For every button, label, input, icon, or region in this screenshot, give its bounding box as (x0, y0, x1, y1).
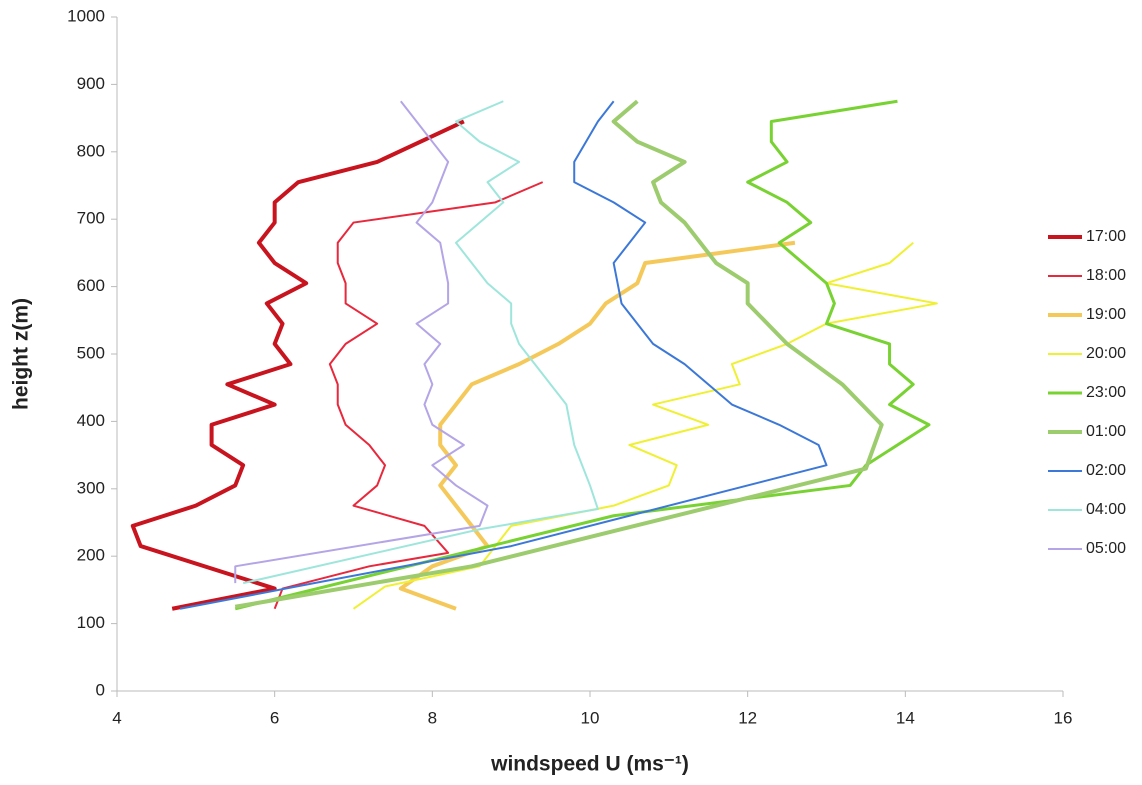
x-tick-label: 8 (428, 708, 437, 727)
y-tick-label: 800 (77, 141, 105, 160)
y-tick-label: 500 (77, 343, 105, 362)
series-line (130, 119, 465, 611)
x-tick-label: 16 (1054, 708, 1073, 727)
y-tick-label: 600 (77, 276, 105, 295)
y-tick-label: 300 (77, 478, 105, 497)
series-line (234, 99, 884, 609)
y-tick-label: 100 (77, 613, 105, 632)
y-axis-title: height z(m) (10, 298, 33, 410)
series-line (234, 100, 489, 584)
legend-label: 02:00 (1086, 462, 1126, 479)
series-line (234, 99, 931, 611)
legend-label: 04:00 (1086, 501, 1126, 518)
legend-label: 05:00 (1086, 540, 1126, 557)
y-tick-label: 900 (77, 74, 105, 93)
y-tick-label: 1000 (67, 6, 105, 25)
y-tick-label: 200 (77, 546, 105, 565)
legend-label: 19:00 (1086, 306, 1126, 323)
x-tick-label: 14 (896, 708, 915, 727)
x-axis-title: windspeed U (ms⁻¹) (490, 753, 689, 776)
series-line (179, 100, 828, 610)
legend-label: 20:00 (1086, 345, 1126, 362)
legend-label: 18:00 (1086, 267, 1126, 284)
legend-label: 17:00 (1086, 228, 1126, 245)
series-line (242, 100, 599, 585)
legend-label: 01:00 (1086, 423, 1126, 440)
x-tick-label: 6 (270, 708, 279, 727)
y-tick-label: 0 (96, 680, 105, 699)
x-tick-label: 10 (581, 708, 600, 727)
x-tick-label: 12 (738, 708, 757, 727)
x-tick-label: 4 (112, 708, 121, 727)
y-tick-label: 400 (77, 411, 105, 430)
legend-label: 23:00 (1086, 384, 1126, 401)
y-tick-label: 700 (77, 209, 105, 228)
